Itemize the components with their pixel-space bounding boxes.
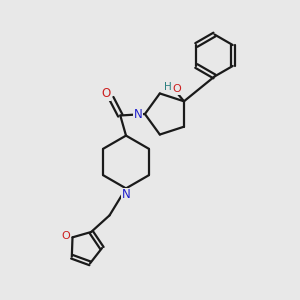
Text: O: O: [61, 231, 70, 241]
Text: N: N: [134, 107, 143, 121]
Text: N: N: [122, 188, 130, 202]
Text: O: O: [173, 84, 182, 94]
Text: O: O: [101, 87, 110, 101]
Text: H: H: [164, 82, 172, 92]
